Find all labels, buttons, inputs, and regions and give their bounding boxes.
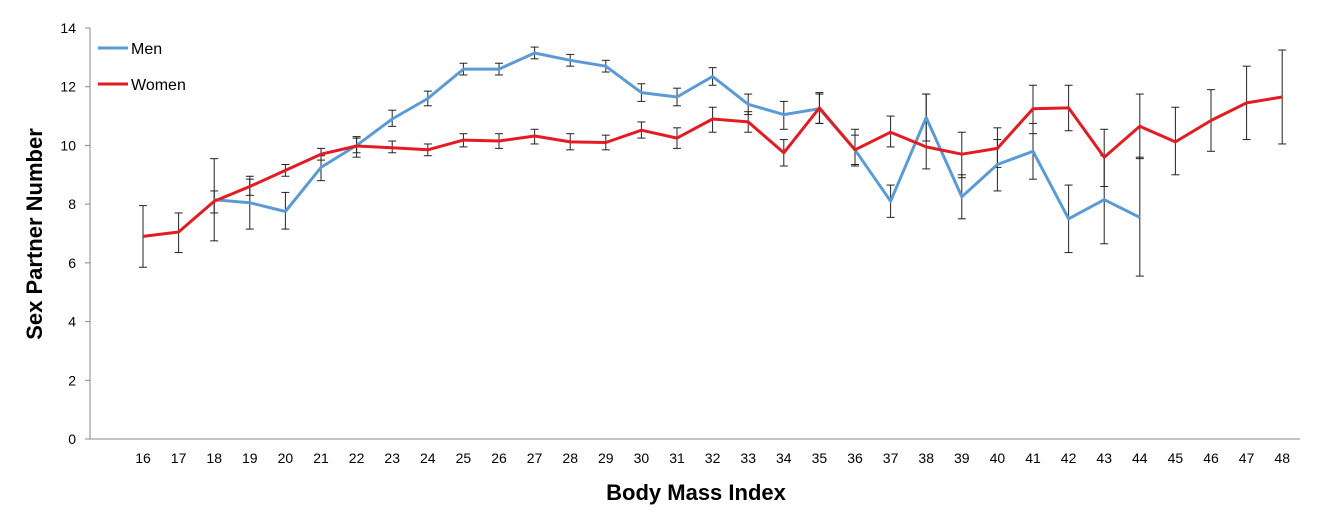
legend-label: Women	[131, 77, 186, 94]
y-tick-label: 8	[68, 196, 76, 212]
error-bar	[922, 93, 931, 170]
error-bar	[1278, 49, 1287, 145]
y-tick-label: 12	[60, 79, 76, 95]
x-tick-label: 30	[634, 450, 650, 466]
y-tick-label: 2	[68, 372, 76, 388]
x-tick-label: 21	[313, 450, 329, 466]
x-tick-label: 27	[527, 450, 543, 466]
x-tick-label: 17	[171, 450, 187, 466]
legend-item-women: Women	[98, 77, 186, 94]
x-tick-label: 26	[491, 450, 507, 466]
series-lines	[142, 51, 1283, 238]
x-tick-label: 23	[384, 450, 400, 466]
x-tick-label: 46	[1203, 450, 1219, 466]
x-tick-label: 25	[456, 450, 472, 466]
x-tick-label: 37	[883, 450, 899, 466]
x-tick-label: 16	[135, 450, 151, 466]
legend-item-men: Men	[98, 41, 162, 58]
x-tick-label: 44	[1132, 450, 1148, 466]
x-tick-label: 28	[562, 450, 578, 466]
y-tick-label: 14	[60, 20, 76, 36]
y-tick-label: 0	[68, 431, 76, 447]
x-tick-label: 39	[954, 450, 970, 466]
x-tick-label: 40	[990, 450, 1006, 466]
x-tick-label: 47	[1239, 450, 1255, 466]
x-tick-label: 20	[278, 450, 294, 466]
y-tick-label: 10	[60, 137, 76, 153]
x-tick-label: 34	[776, 450, 792, 466]
x-tick-label: 32	[705, 450, 721, 466]
x-tick-label: 41	[1025, 450, 1041, 466]
x-tick-label: 35	[812, 450, 828, 466]
x-tick-label: 38	[918, 450, 934, 466]
error-bar	[139, 205, 147, 268]
y-axis-title: Sex Partner Number	[22, 128, 47, 340]
x-tick-label: 42	[1061, 450, 1077, 466]
x-tick-label: 18	[206, 450, 222, 466]
x-tick-label: 43	[1096, 450, 1112, 466]
x-tick-label: 48	[1274, 450, 1290, 466]
x-axis-title: Body Mass Index	[606, 480, 786, 505]
x-tick-label: 22	[349, 450, 365, 466]
series-line-women	[142, 95, 1283, 238]
x-tick-label: 45	[1168, 450, 1184, 466]
error-bars	[139, 46, 1287, 277]
series-line-men	[214, 51, 1141, 221]
legend: Men Women	[98, 41, 186, 94]
x-tick-label: 33	[740, 450, 756, 466]
x-tick-label: 29	[598, 450, 614, 466]
y-tick-label: 4	[68, 314, 76, 330]
x-tick-label: 36	[847, 450, 863, 466]
x-tick-label: 24	[420, 450, 436, 466]
x-tick-label: 31	[669, 450, 685, 466]
legend-label: Men	[131, 41, 162, 58]
x-tick-label: 19	[242, 450, 258, 466]
y-tick-label: 6	[68, 255, 76, 271]
